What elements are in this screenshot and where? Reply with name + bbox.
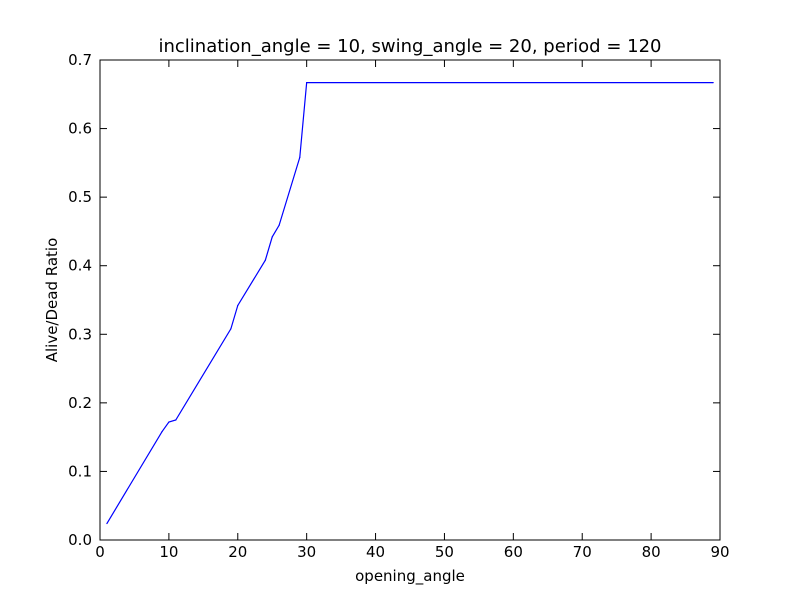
data-point (237, 304, 239, 307)
x-tick-label: 60 (504, 543, 523, 561)
y-tick-label: 0.7 (68, 51, 92, 69)
data-point (271, 236, 273, 238)
chart-title: inclination_angle = 10, swing_angle = 20… (158, 36, 661, 57)
x-tick-label: 80 (642, 543, 661, 561)
x-tick-label: 10 (159, 543, 178, 561)
series-line (106, 82, 714, 524)
data-point (230, 328, 232, 330)
x-tick-label: 40 (366, 543, 385, 561)
data-point (168, 421, 170, 423)
data-point (106, 522, 108, 525)
data-point (264, 259, 266, 261)
x-tick-label: 70 (573, 543, 592, 561)
y-tick-label: 0.1 (68, 462, 92, 480)
x-tick-label: 20 (228, 543, 247, 561)
data-point (161, 431, 163, 433)
y-tick-label: 0.3 (68, 325, 92, 343)
data-point (712, 82, 714, 84)
x-tick-label: 0 (95, 543, 105, 561)
data-point (306, 82, 308, 84)
y-tick-label: 0.5 (68, 188, 92, 206)
x-tick-label: 50 (435, 543, 454, 561)
data-point (299, 156, 301, 158)
y-tick-label: 0.6 (68, 120, 92, 138)
data-point (175, 419, 177, 421)
y-tick-label: 0.0 (68, 531, 92, 549)
plot-area (106, 82, 714, 525)
x-tick-label: 90 (710, 543, 729, 561)
x-axis-title: opening_angle (355, 567, 465, 586)
y-tick-label: 0.4 (68, 257, 92, 275)
x-tick-label: 30 (297, 543, 316, 561)
plot-frame (99, 59, 721, 541)
y-axis-title: Alive/Dead Ratio (43, 238, 61, 363)
y-tick-label: 0.2 (68, 394, 92, 412)
data-point (278, 224, 280, 226)
